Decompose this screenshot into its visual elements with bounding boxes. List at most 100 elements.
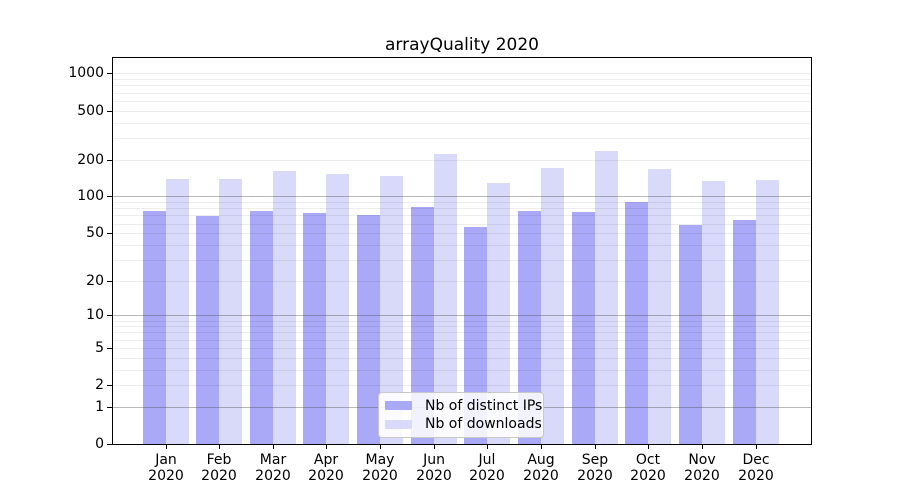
x-tick-label: Sep 2020 [560, 452, 630, 484]
x-tick-label-year: 2020 [416, 468, 452, 484]
bar-ips-feb [196, 216, 220, 444]
gridline-minor [113, 202, 811, 203]
gridline-minor [113, 332, 811, 333]
gridline-minor [113, 79, 811, 80]
bar-downloads-aug [541, 168, 565, 444]
gridline-minor [113, 348, 811, 349]
x-tick-mark [273, 445, 274, 449]
x-tick-label: Apr 2020 [291, 452, 361, 484]
gridline-minor [113, 93, 811, 94]
y-tick-label: 100 [77, 188, 104, 204]
legend-label: Nb of downloads [425, 416, 542, 433]
x-tick-mark [219, 445, 220, 449]
gridline-minor [113, 233, 811, 234]
x-tick-label-year: 2020 [577, 468, 613, 484]
gridline-minor [113, 326, 811, 327]
bar-ips-apr [303, 213, 327, 444]
gridline-minor [113, 160, 811, 161]
bar-downloads-jul [487, 182, 511, 444]
bar-ips-dec [732, 220, 756, 444]
bar-downloads-jun [433, 154, 457, 444]
bar-ips-sep [571, 211, 595, 444]
y-tick-label: 50 [86, 225, 104, 241]
legend: Nb of distinct IPs Nb of downloads [378, 392, 544, 438]
y-tick-label: 0 [95, 436, 104, 452]
gridline-minor [113, 358, 811, 359]
x-tick-label-month: Sep [581, 452, 609, 468]
plot-area [112, 57, 812, 445]
x-tick-label: Mar 2020 [238, 452, 308, 484]
y-tick-label: 10 [86, 307, 104, 323]
bar-ips-jun [410, 207, 434, 444]
x-tick-label-year: 2020 [738, 468, 774, 484]
gridline-minor [113, 260, 811, 261]
y-tick-mark [107, 281, 112, 282]
bar-ips-aug [518, 211, 542, 444]
x-tick-mark [702, 445, 703, 449]
x-tick-mark [648, 445, 649, 449]
bar-downloads-may [380, 175, 404, 444]
y-tick-mark [107, 73, 112, 74]
x-tick-label-year: 2020 [308, 468, 344, 484]
x-tick-label-month: Apr [313, 452, 339, 468]
gridline-minor [113, 111, 811, 112]
x-tick-label-year: 2020 [630, 468, 666, 484]
chart-title: arrayQuality 2020 [385, 35, 539, 55]
y-tick-mark [107, 385, 112, 386]
gridline-minor [113, 85, 811, 86]
bar-downloads-apr [326, 174, 350, 444]
legend-swatch [385, 419, 412, 429]
gridline-major [113, 196, 811, 197]
x-tick-label: Oct 2020 [613, 452, 683, 484]
x-tick-mark [595, 445, 596, 449]
legend-label: Nb of distinct IPs [425, 397, 543, 414]
bar-downloads-mar [272, 170, 296, 444]
y-tick-label: 1000 [68, 65, 104, 81]
bar-downloads-oct [648, 169, 672, 444]
x-tick-label: Jun 2020 [399, 452, 469, 484]
gridline-minor [113, 224, 811, 225]
bar-ips-jul [464, 227, 488, 444]
x-tick-label-year: 2020 [148, 468, 184, 484]
x-tick-label-month: Jul [478, 452, 496, 468]
x-tick-mark [326, 445, 327, 449]
x-tick-label-month: Oct [635, 452, 661, 468]
gridline-minor [113, 138, 811, 139]
bar-ips-oct [625, 202, 649, 444]
x-tick-label: Dec 2020 [721, 452, 791, 484]
bar-ips-may [357, 214, 381, 444]
x-tick-mark [487, 445, 488, 449]
y-tick-label: 500 [77, 103, 104, 119]
bar-ips-nov [679, 225, 702, 444]
gridline-minor [113, 73, 811, 74]
x-tick-label-year: 2020 [255, 468, 291, 484]
x-tick-label-year: 2020 [523, 468, 559, 484]
x-tick-label-year: 2020 [469, 468, 505, 484]
x-tick-mark [166, 445, 167, 449]
y-tick-label: 200 [77, 152, 104, 168]
x-tick-label-year: 2020 [684, 468, 720, 484]
x-tick-label: Feb 2020 [184, 452, 254, 484]
gridline-minor [113, 340, 811, 341]
y-tick-label: 20 [86, 273, 104, 289]
x-tick-mark [434, 445, 435, 449]
y-tick-mark [107, 315, 112, 316]
x-tick-label-month: Nov [688, 452, 716, 468]
gridline-minor [113, 385, 811, 386]
x-tick-label-month: Feb [206, 452, 232, 468]
gridline-minor [113, 281, 811, 282]
bar-downloads-jan [165, 178, 189, 444]
x-tick-label: Nov 2020 [667, 452, 737, 484]
legend-swatch [385, 401, 412, 411]
y-tick-mark [107, 111, 112, 112]
gridline-minor [113, 123, 811, 124]
y-tick-mark [107, 444, 112, 445]
y-tick-mark [107, 196, 112, 197]
gridline-major [113, 315, 811, 316]
bar-ips-jan [142, 211, 166, 444]
x-tick-label-month: Jun [423, 452, 445, 468]
gridline-minor [113, 370, 811, 371]
x-tick-mark [541, 445, 542, 449]
y-tick-mark [107, 160, 112, 161]
legend-item-distinct-ips: Nb of distinct IPs [385, 398, 542, 414]
